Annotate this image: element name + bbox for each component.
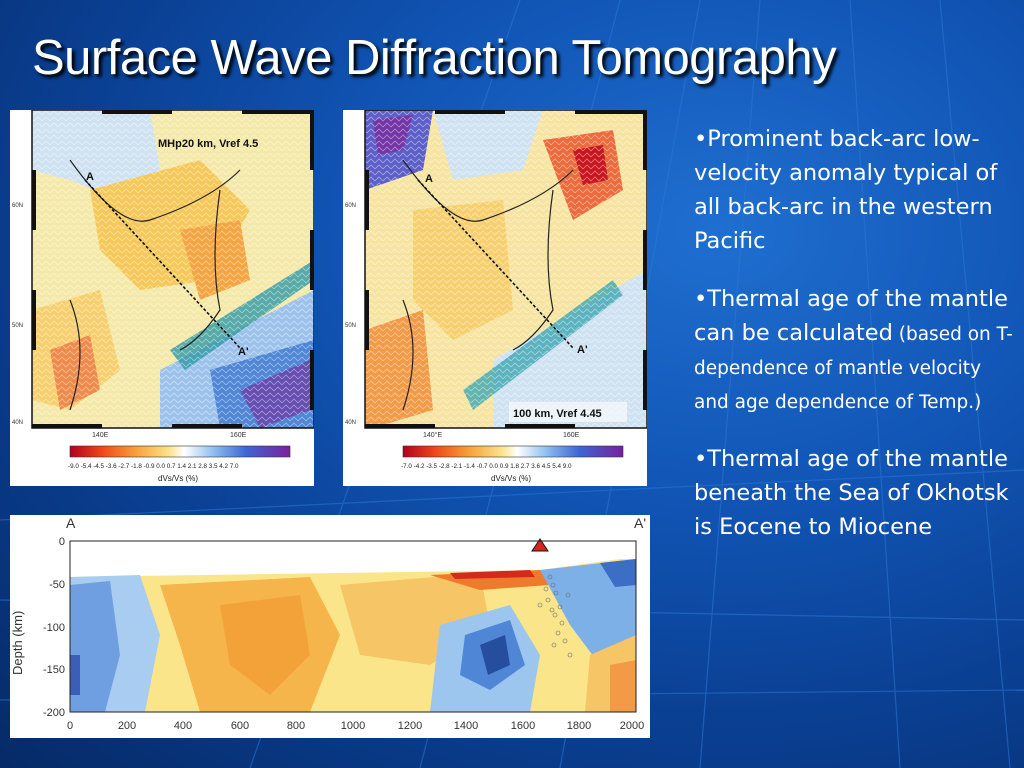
map-right-scale-values: -7.0 -4.2 -3.5 -2.8 -2.1 -1.4 -0.7 0.0 0… [401, 463, 572, 470]
map-left-color-scale [69, 445, 291, 458]
map-right-scale-title: dVs/Vs (%) [491, 474, 531, 483]
slide-title: Surface Wave Diffraction Tomography [32, 31, 837, 85]
x-tick-800: 800 [287, 720, 305, 732]
map-left-scale-values: -9.0 -5.4 -4.5 -3.6 -2.7 -1.8 -0.9 0.0 0… [68, 463, 239, 470]
map-right-point-a: A [425, 173, 433, 185]
tomography-map-right: A A' 100 km, Vref 4.45 60N 50N 40N 140°E… [343, 110, 647, 486]
bullet-3: •Thermal age of the mantle beneath the S… [694, 442, 1014, 544]
x-tick-2000: 2000 [620, 720, 644, 732]
map-right-lon-140: 140°E [423, 431, 442, 439]
bullet-1: •Prominent back-arc low-velocity anomaly… [694, 122, 1014, 258]
map-right-lon-160: 160E [563, 432, 580, 439]
map-left-point-a-prime: A' [238, 346, 249, 358]
bullet-2: •Thermal age of the mantle can be calcul… [694, 282, 1014, 418]
map-right-lat-60: 60N [345, 203, 356, 209]
map-left-lon-160: 160E [230, 432, 247, 439]
x-tick-1800: 1800 [567, 720, 591, 732]
map-right-label: 100 km, Vref 4.45 [513, 408, 602, 420]
y-tick-100: -100 [43, 622, 65, 634]
bullet-3-text: •Thermal age of the mantle beneath the S… [694, 446, 1009, 540]
map-right-point-a-prime: A' [577, 344, 588, 356]
section-y-axis-title: Depth (km) [10, 611, 25, 675]
volcano-icon [531, 538, 549, 552]
map-left-label: MHp20 km, Vref 4.5 [158, 138, 258, 150]
map-left-lat-50: 50N [12, 323, 23, 329]
map-left-point-a: A [86, 171, 94, 183]
y-tick-0: 0 [59, 536, 65, 548]
section-label-a-prime: A' [634, 515, 646, 531]
map-left-lat-60: 60N [12, 203, 23, 209]
x-tick-0: 0 [67, 720, 73, 732]
x-tick-1200: 1200 [398, 720, 422, 732]
map-right-lat-40: 40N [345, 420, 356, 426]
x-tick-1400: 1400 [454, 720, 478, 732]
x-tick-400: 400 [174, 720, 192, 732]
x-tick-1600: 1600 [511, 720, 535, 732]
bullet-list: •Prominent back-arc low-velocity anomaly… [694, 122, 1014, 568]
tomography-map-left: A A' MHp20 km, Vref 4.5 60N 50N 40N 140E… [10, 110, 314, 486]
map-left-lat-40: 40N [12, 420, 23, 426]
map-left-lon-140: 140E [92, 432, 109, 439]
x-tick-600: 600 [231, 720, 249, 732]
bullet-2-note: (based on T-dependence of mantle velocit… [694, 324, 1013, 413]
x-tick-1000: 1000 [341, 720, 365, 732]
y-tick-150: -150 [43, 664, 65, 676]
x-tick-200: 200 [118, 720, 136, 732]
map-right-lat-50: 50N [345, 323, 356, 329]
bullet-1-text: •Prominent back-arc low-velocity anomaly… [694, 126, 998, 254]
section-label-a: A [66, 515, 76, 531]
map-left-scale-title: dVs/Vs (%) [158, 474, 198, 483]
map-right-color-scale [402, 445, 624, 458]
cross-section-panel: A A' Depth (km) 0 -50 -100 -150 -200 0 2… [10, 515, 650, 738]
y-tick-200: -200 [43, 707, 65, 719]
bullet-2-text: •Thermal age of the mantle can be calcul… [694, 286, 1008, 346]
y-tick-50: -50 [49, 579, 65, 591]
